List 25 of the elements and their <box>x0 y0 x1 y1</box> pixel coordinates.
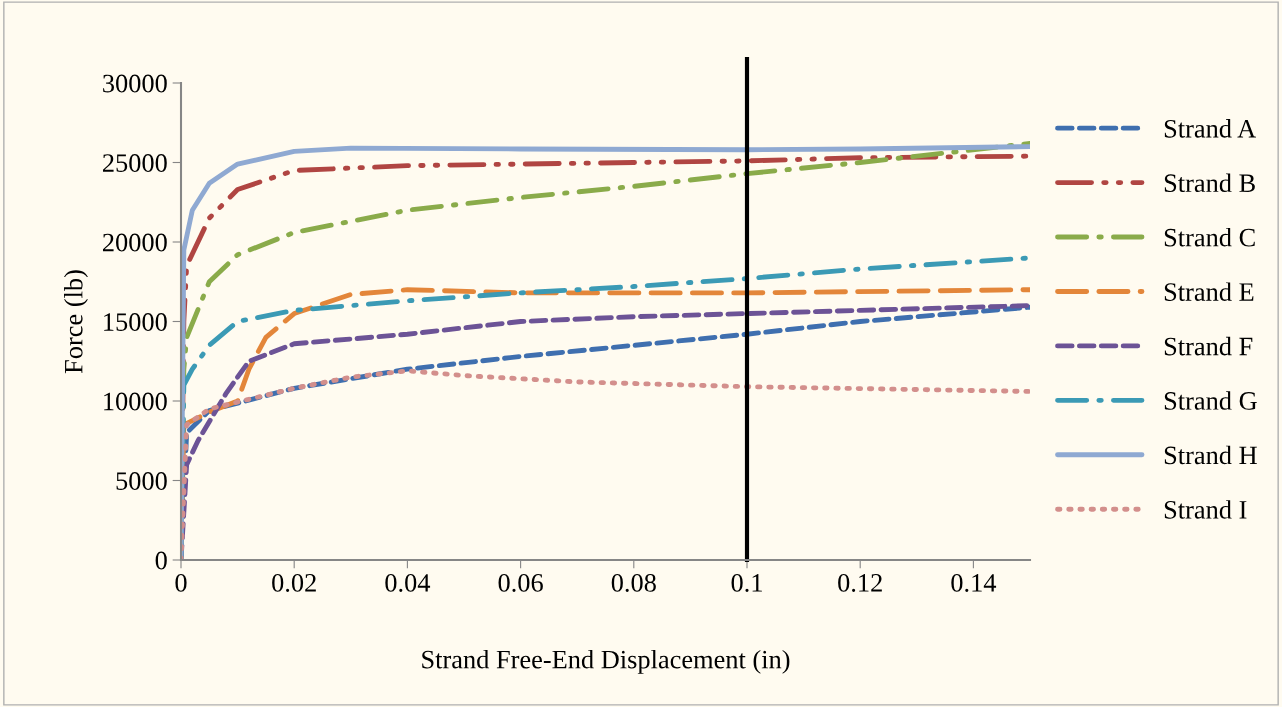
legend-label: Strand E <box>1164 282 1254 301</box>
x-tick-label: 0 <box>175 573 187 592</box>
legend-label: Strand B <box>1164 173 1255 193</box>
x-tick-label: 0.06 <box>498 573 543 592</box>
y-tick-label: 30000 <box>103 74 167 93</box>
y-tick-label: 0 <box>155 551 167 570</box>
y-tick-label: 10000 <box>104 392 167 411</box>
legend-label: Strand C <box>1164 227 1255 247</box>
y-tick-label: 5000 <box>116 472 167 490</box>
legend-label: Strand H <box>1164 445 1257 465</box>
x-axis-title: Strand Free-End Displacement (in) <box>422 649 790 674</box>
legend-label: Strand I <box>1164 500 1247 519</box>
x-tick-label: 0.1 <box>731 573 762 592</box>
legend-label: Strand G <box>1164 391 1257 410</box>
x-tick-label: 0.12 <box>838 573 882 592</box>
y-tick-label: 15000 <box>104 313 167 331</box>
legend-label: Strand A <box>1164 119 1256 138</box>
x-tick-label: 0.08 <box>611 573 656 592</box>
x-tick-label: 0.04 <box>385 573 431 592</box>
y-axis-title: Force (lb) <box>64 270 88 374</box>
x-tick-label: 0.14 <box>951 573 997 592</box>
y-tick-label: 25000 <box>102 154 167 172</box>
legend-label: Strand F <box>1164 336 1253 356</box>
x-tick-label: 0.02 <box>272 573 316 592</box>
y-tick-label: 20000 <box>102 233 167 252</box>
